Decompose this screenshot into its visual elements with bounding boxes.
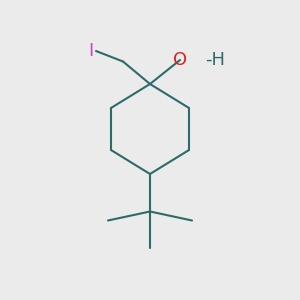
Text: O: O <box>173 51 187 69</box>
Text: -H: -H <box>206 51 226 69</box>
Text: I: I <box>88 42 93 60</box>
